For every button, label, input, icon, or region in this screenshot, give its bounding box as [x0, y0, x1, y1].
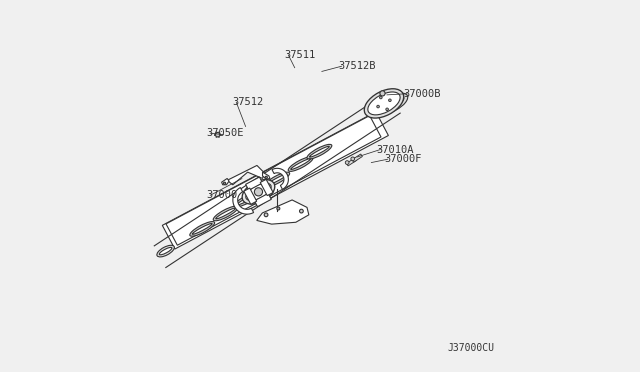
Polygon shape	[346, 158, 356, 166]
Polygon shape	[221, 179, 229, 185]
Ellipse shape	[300, 209, 303, 213]
Text: 37010A: 37010A	[376, 145, 414, 154]
Ellipse shape	[216, 132, 217, 133]
Ellipse shape	[388, 99, 391, 102]
Polygon shape	[233, 187, 253, 214]
Ellipse shape	[193, 224, 212, 234]
Text: 37512: 37512	[232, 97, 264, 107]
Ellipse shape	[291, 158, 310, 170]
Ellipse shape	[190, 222, 214, 236]
Ellipse shape	[364, 89, 404, 118]
Ellipse shape	[268, 174, 287, 185]
Ellipse shape	[310, 146, 330, 157]
Ellipse shape	[223, 182, 226, 185]
Ellipse shape	[216, 137, 217, 138]
Ellipse shape	[264, 213, 268, 217]
Polygon shape	[227, 166, 264, 185]
Text: 37511: 37511	[285, 50, 316, 60]
Ellipse shape	[157, 245, 174, 257]
Ellipse shape	[242, 180, 275, 204]
Polygon shape	[246, 177, 262, 190]
Ellipse shape	[368, 92, 400, 115]
Ellipse shape	[265, 176, 268, 179]
Ellipse shape	[220, 134, 221, 135]
Ellipse shape	[386, 108, 388, 110]
Text: 37000F: 37000F	[384, 154, 422, 164]
Polygon shape	[257, 200, 309, 224]
Polygon shape	[254, 193, 271, 207]
Ellipse shape	[234, 192, 259, 207]
Text: 37000B: 37000B	[403, 89, 441, 99]
Ellipse shape	[380, 91, 385, 96]
Ellipse shape	[254, 188, 262, 196]
Ellipse shape	[380, 96, 382, 99]
Text: J37000CU: J37000CU	[448, 343, 495, 353]
Ellipse shape	[307, 144, 332, 159]
Text: 37512B: 37512B	[338, 61, 375, 71]
Text: 37050E: 37050E	[207, 128, 244, 138]
Ellipse shape	[214, 134, 216, 135]
Polygon shape	[244, 188, 257, 204]
Ellipse shape	[265, 172, 290, 187]
Ellipse shape	[378, 93, 408, 114]
Polygon shape	[163, 112, 388, 249]
Ellipse shape	[351, 157, 355, 161]
Polygon shape	[262, 172, 270, 179]
Polygon shape	[272, 169, 289, 189]
Ellipse shape	[377, 105, 380, 108]
Ellipse shape	[277, 207, 280, 210]
Ellipse shape	[159, 247, 172, 255]
Ellipse shape	[216, 132, 220, 137]
Text: 37000: 37000	[207, 190, 238, 200]
Ellipse shape	[237, 194, 257, 205]
Ellipse shape	[213, 206, 238, 221]
Ellipse shape	[246, 183, 271, 201]
Polygon shape	[352, 154, 362, 162]
Polygon shape	[260, 179, 273, 196]
Ellipse shape	[218, 132, 220, 133]
Ellipse shape	[381, 96, 404, 110]
Ellipse shape	[216, 208, 236, 219]
Polygon shape	[166, 116, 381, 245]
Ellipse shape	[288, 157, 313, 171]
Ellipse shape	[218, 137, 220, 138]
Ellipse shape	[346, 161, 349, 164]
